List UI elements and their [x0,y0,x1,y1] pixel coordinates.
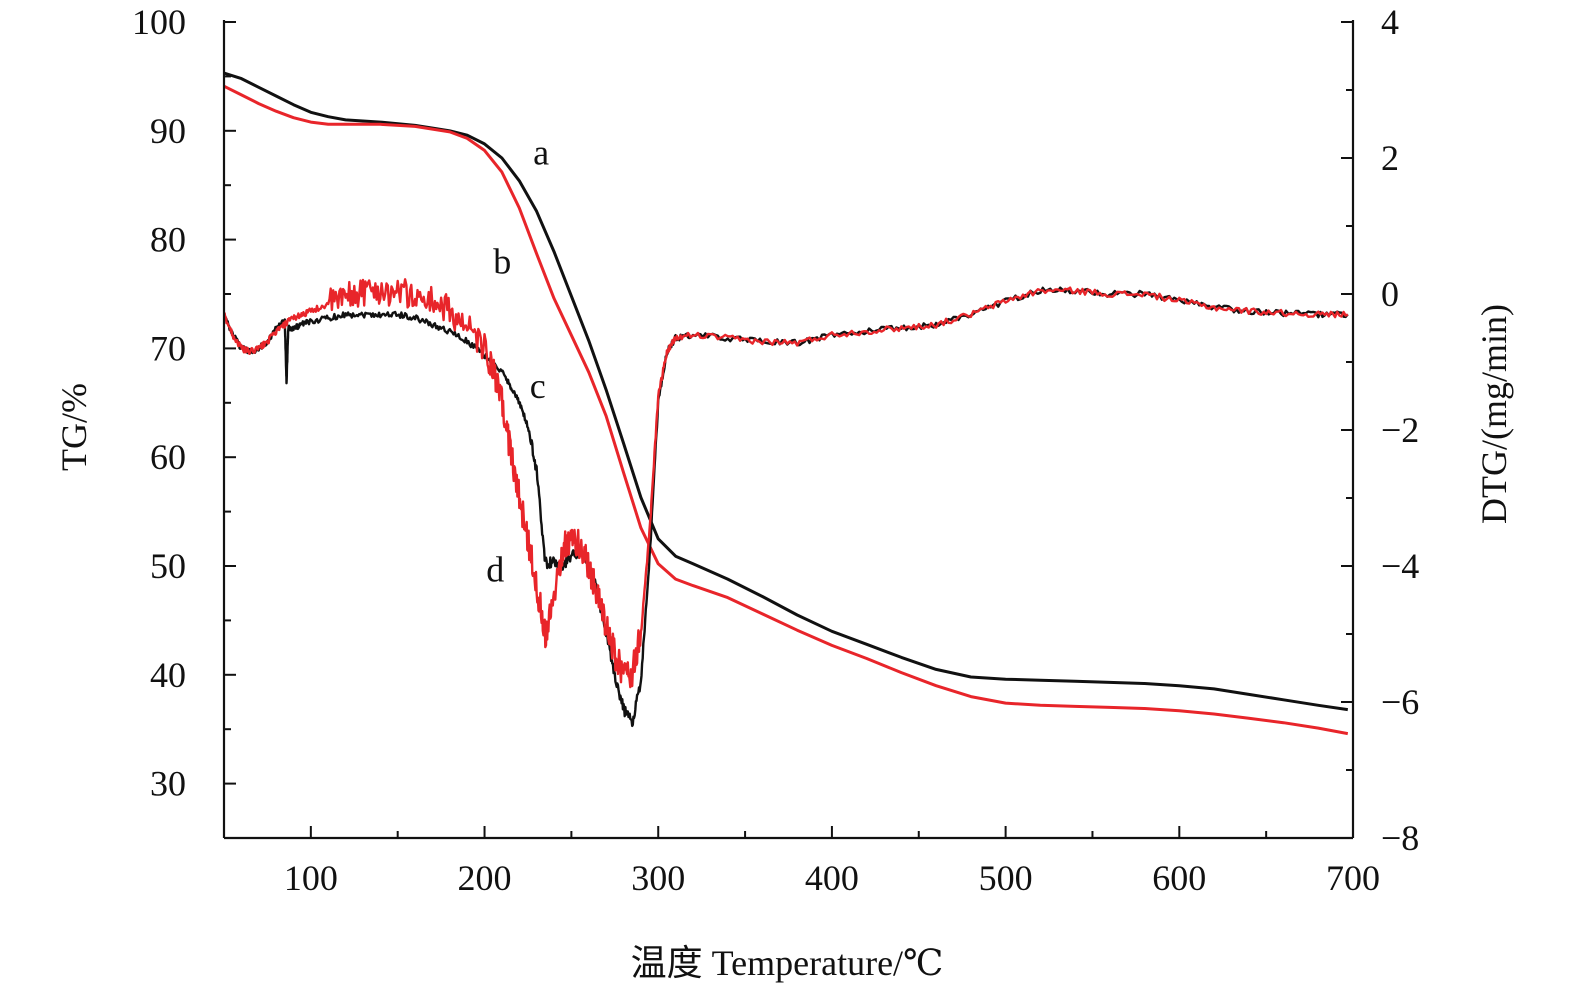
y-right-tick-label: 0 [1381,274,1399,314]
series-c-line [223,286,1349,728]
x-tick-label: 600 [1152,858,1206,898]
curves-layer [223,71,1349,736]
x-tick-label: 700 [1326,858,1380,898]
y-left-tick-label: 40 [150,655,186,695]
y-right-axis-title: DTG/(mg/min) [1474,304,1514,524]
y-left-tick-label: 50 [150,546,186,586]
x-tick-label: 400 [805,858,859,898]
y-left-tick-label: 60 [150,437,186,477]
x-tick-label: 200 [458,858,512,898]
series-a-line [223,71,1349,712]
y-left-tick-label: 100 [132,2,186,42]
y-right-tick-label: −4 [1381,546,1419,586]
series-d-line [223,278,1349,689]
curve-label-c: c [530,366,546,406]
series-b-line [223,84,1349,736]
x-axis-title: 温度 Temperature/℃ [631,943,944,983]
curve-label-b: b [493,241,511,281]
y-left-axis-title: TG/% [54,383,94,471]
curve-label-d: d [486,549,504,589]
axes-layer [222,20,1355,840]
y-right-tick-label: −6 [1381,682,1419,722]
x-tick-label: 500 [979,858,1033,898]
y-left-tick-label: 30 [150,764,186,804]
labels-layer: 100 200 300 400 500 600 70030405060708090100−8… [132,2,1419,898]
y-left-tick-label: 70 [150,328,186,368]
x-tick-label: 300 [631,858,685,898]
y-right-tick-label: −2 [1381,410,1419,450]
y-left-tick-label: 90 [150,111,186,151]
y-right-tick-label: 2 [1381,138,1399,178]
y-right-tick-label: −8 [1381,818,1419,858]
y-right-tick-label: 4 [1381,2,1399,42]
y-left-tick-label: 80 [150,220,186,260]
curve-label-a: a [533,133,549,173]
x-tick-label: 100 [284,858,338,898]
